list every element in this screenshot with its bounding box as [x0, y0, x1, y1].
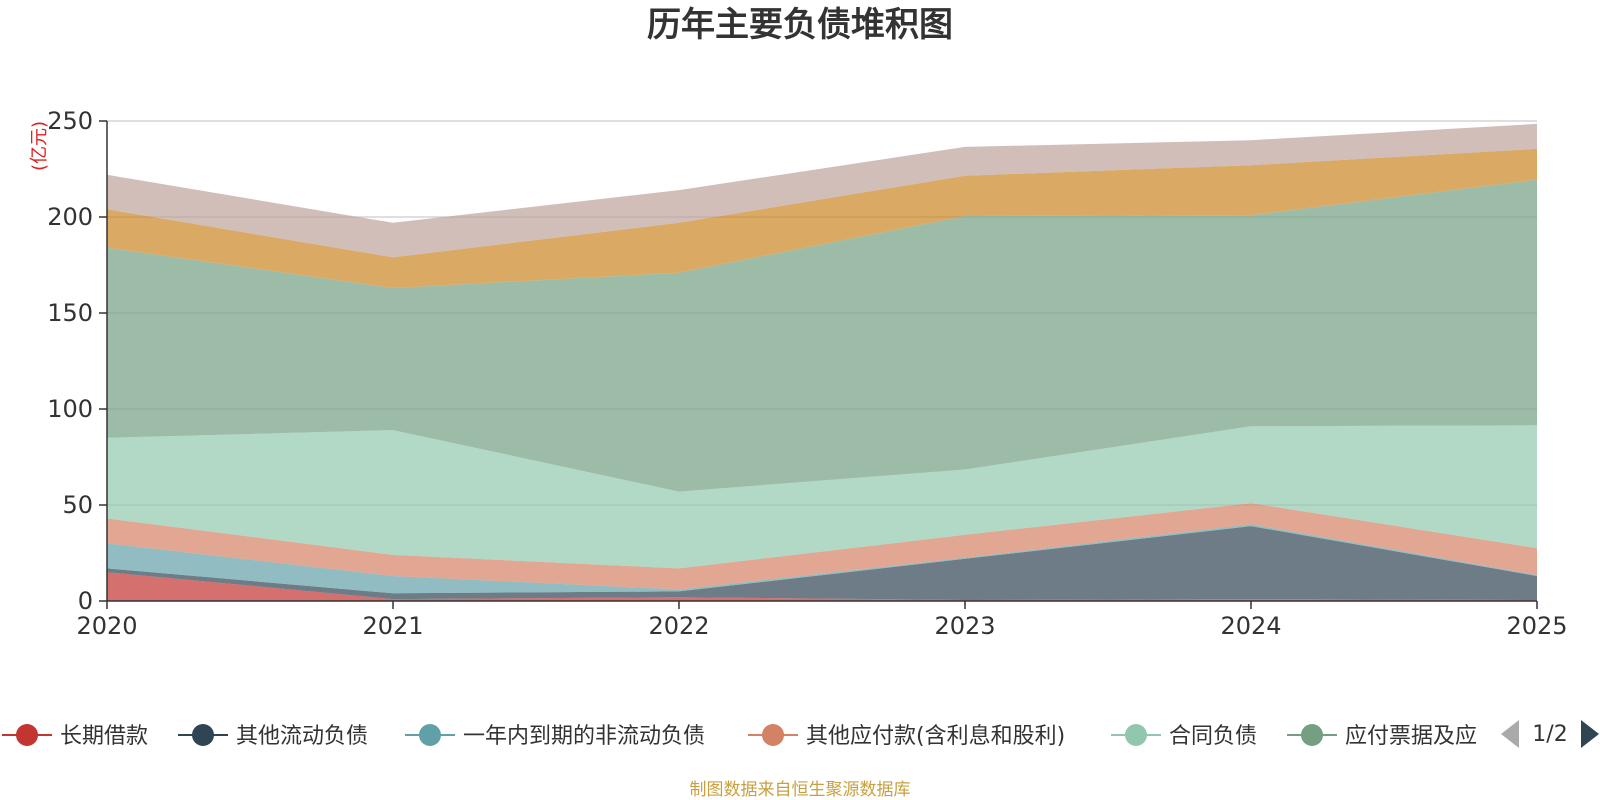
area-series-6[interactable]: [107, 148, 1537, 288]
y-tick-label-150: 150: [47, 299, 93, 327]
y-tick-label-100: 100: [47, 395, 93, 423]
x-tick-label-2022: 2022: [648, 612, 709, 640]
legend-marker-0: [16, 724, 38, 746]
chart-title: 历年主要负债堆积图: [647, 5, 953, 45]
y-tick-label-200: 200: [47, 203, 93, 231]
x-tick-label-2020: 2020: [76, 612, 137, 640]
y-axis-unit: (亿元): [29, 121, 50, 171]
area-series-4[interactable]: [107, 425, 1537, 569]
area-layer: [107, 123, 1537, 601]
legend-label-2: 一年内到期的非流动负债: [463, 724, 705, 749]
legend-item-0[interactable]: 长期借款: [2, 724, 148, 749]
area-series-1[interactable]: [107, 526, 1537, 600]
y-tick-label-50: 50: [62, 491, 93, 519]
area-series-3[interactable]: [107, 503, 1537, 590]
legend-label-1: 其他流动负债: [236, 724, 368, 749]
area-series-5[interactable]: [107, 179, 1537, 492]
legend-label-3: 其他应付款(含利息和股利): [806, 724, 1065, 749]
legend-marker-4: [1125, 724, 1147, 746]
area-series-0[interactable]: [107, 572, 1537, 601]
legend-marker-5: [1301, 724, 1323, 746]
y-tick-label-250: 250: [47, 107, 93, 135]
legend-marker-1: [192, 724, 214, 746]
legend-item-1[interactable]: 其他流动负债: [178, 724, 368, 749]
axis-layer: 0 50 100 150 200 250 2020 2021 2022 2023 2024 2025: [47, 107, 1567, 640]
legend-label-4: 合同负债: [1169, 724, 1257, 749]
area-series-7[interactable]: [107, 123, 1537, 258]
legend: 长期借款 其他流动负债 一年内到期的非流动负债 其他应付款(含利息和股利) 合同负债 应付…: [2, 724, 1477, 749]
legend-item-4[interactable]: 合同负债: [1111, 724, 1257, 749]
data-source-note: 制图数据来自恒生聚源数据库: [690, 780, 911, 800]
legend-item-2[interactable]: 一年内到期的非流动负债: [405, 724, 705, 749]
legend-marker-3: [762, 724, 784, 746]
x-tick-label-2025: 2025: [1506, 612, 1567, 640]
legend-label-0: 长期借款: [60, 724, 148, 749]
legend-prev-page-icon[interactable]: [1501, 720, 1519, 748]
legend-item-5[interactable]: 应付票据及应: [1287, 724, 1477, 749]
legend-marker-2: [419, 724, 441, 746]
legend-pager: 1/2: [1501, 720, 1599, 748]
legend-next-page-icon[interactable]: [1581, 720, 1599, 748]
legend-page-indicator: 1/2: [1532, 722, 1567, 747]
x-tick-label-2021: 2021: [362, 612, 423, 640]
y-tick-label-0: 0: [78, 587, 93, 615]
x-tick-label-2024: 2024: [1220, 612, 1281, 640]
legend-item-3[interactable]: 其他应付款(含利息和股利): [748, 724, 1065, 749]
legend-label-5: 应付票据及应: [1345, 724, 1477, 749]
x-tick-label-2023: 2023: [934, 612, 995, 640]
